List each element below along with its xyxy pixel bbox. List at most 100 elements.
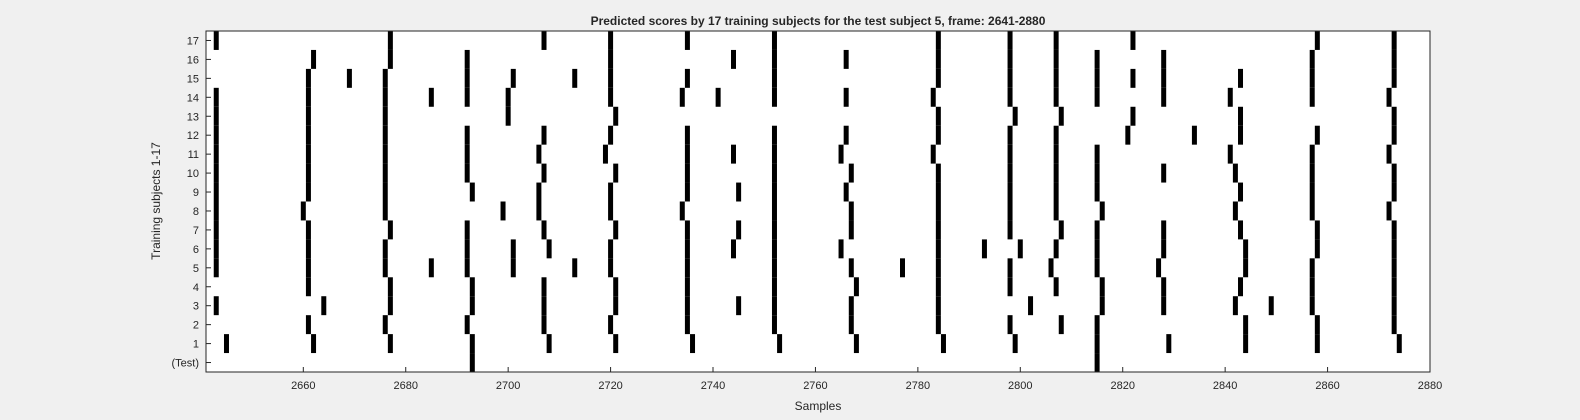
mark-row-3-5 — [613, 296, 619, 316]
mark-row-5-1 — [305, 258, 311, 278]
mark-row-6-11 — [935, 239, 941, 259]
mark-row-6-15 — [1094, 239, 1100, 259]
y-tick-label: 11 — [188, 149, 199, 161]
mark-row-7-6 — [684, 220, 690, 240]
mark-row-12-11 — [1053, 125, 1059, 145]
mark-row-4-8 — [935, 277, 941, 297]
mark-row-14-4 — [464, 87, 470, 107]
y-tick-label: 5 — [193, 263, 199, 275]
mark-row-11-15 — [1309, 144, 1315, 164]
mark-row-11-16 — [1386, 144, 1392, 164]
mark-row-8-5 — [608, 201, 614, 221]
mark-row-9-2 — [382, 182, 388, 202]
mark-row-16-6 — [843, 49, 849, 69]
mark-row-3-8 — [771, 296, 777, 316]
mark-row-9-3 — [469, 182, 475, 202]
mark-row-5-4 — [464, 258, 470, 278]
mark-row-13-7 — [1058, 106, 1064, 126]
mark-row-1-3 — [469, 334, 475, 354]
mark-row-5-10 — [848, 258, 854, 278]
mark-row-1-10 — [1012, 334, 1018, 354]
mark-row-13-0 — [213, 106, 219, 126]
y-tick-label: 8 — [193, 206, 199, 218]
mark-row-6-7 — [684, 239, 690, 259]
mark-row-14-9 — [771, 87, 777, 107]
mark-row-13-10 — [1391, 106, 1397, 126]
mark-row-1-9 — [940, 334, 946, 354]
mark-row-6-6 — [608, 239, 614, 259]
mark-row-11-3 — [464, 144, 470, 164]
y-tick-label: 3 — [193, 301, 199, 313]
mark-row-10-3 — [464, 163, 470, 183]
mark-row-5-6 — [572, 258, 578, 278]
mark-row-15-2 — [382, 68, 388, 88]
mark-row-3-7 — [736, 296, 742, 316]
mark-row-11-14 — [1227, 144, 1233, 164]
mark-row-13-3 — [505, 106, 511, 126]
plot-frame — [205, 30, 1431, 373]
mark-row-5-13 — [1007, 258, 1013, 278]
mark-row-7-0 — [213, 220, 219, 240]
mark-row-7-10 — [935, 220, 941, 240]
mark-row-10-14 — [1232, 163, 1238, 183]
mark-row-7-9 — [848, 220, 854, 240]
y-tick-label: 16 — [187, 54, 199, 66]
mark-row-1-1 — [311, 334, 317, 354]
mark-row-4-14 — [1309, 277, 1315, 297]
mark-row-10-12 — [1094, 163, 1100, 183]
mark-row-1-13 — [1243, 334, 1249, 354]
x-tick-label: 2880 — [1418, 380, 1442, 392]
mark-row-2-12 — [1243, 315, 1249, 335]
x-tick-label: 2720 — [598, 380, 622, 392]
mark-row-14-10 — [843, 87, 849, 107]
x-tick-label: 2820 — [1110, 380, 1134, 392]
mark-row-15-17 — [1391, 68, 1397, 88]
mark-row-10-9 — [935, 163, 941, 183]
mark-row-14-18 — [1386, 87, 1392, 107]
mark-row-3-3 — [469, 296, 475, 316]
mark-row-17-9 — [1130, 31, 1136, 50]
y-tick-label: 13 — [187, 111, 199, 123]
mark-row-15-15 — [1238, 68, 1244, 88]
y-tick-label: 4 — [193, 282, 199, 294]
mark-row-6-14 — [1053, 239, 1059, 259]
y-tick-label: (Test) — [172, 358, 200, 370]
mark-row-17-4 — [684, 31, 690, 50]
mark-row-10-10 — [1007, 163, 1013, 183]
mark-row-10-5 — [613, 163, 619, 183]
mark-row-12-7 — [771, 125, 777, 145]
mark-row-15-7 — [684, 68, 690, 88]
mark-row-15-16 — [1309, 68, 1315, 88]
mark-row-12-16 — [1391, 125, 1397, 145]
y-tick-label: 1 — [193, 339, 199, 351]
mark-row-4-6 — [771, 277, 777, 297]
y-axis-label: Training subjects 1-17 — [149, 142, 163, 260]
mark-row-15-5 — [572, 68, 578, 88]
mark-row-5-15 — [1094, 258, 1100, 278]
mark-row-15-10 — [1007, 68, 1013, 88]
mark-row-8-6 — [679, 201, 685, 221]
mark-row-5-17 — [1243, 258, 1249, 278]
mark-row-16-8 — [1007, 49, 1013, 69]
mark-row-15-14 — [1161, 68, 1167, 88]
mark-row-4-12 — [1161, 277, 1167, 297]
mark-row-2-8 — [935, 315, 941, 335]
mark-row-10-15 — [1309, 163, 1315, 183]
mark-row-17-3 — [608, 31, 614, 50]
mark-row-12-9 — [935, 125, 941, 145]
mark-row-11-1 — [305, 144, 311, 164]
mark-row-6-0 — [213, 239, 219, 259]
mark-row-14-11 — [930, 87, 936, 107]
mark-row-7-17 — [1391, 220, 1397, 240]
x-axis: 2660 2680 2700 2720 2740 2760 2780 2800 2820 2840… — [291, 367, 1442, 392]
x-tick-label: 2780 — [906, 380, 930, 392]
mark-row-14-16 — [1227, 87, 1233, 107]
mark-row-9-12 — [1053, 182, 1059, 202]
mark-row-16-11 — [1161, 49, 1167, 69]
mark-row-13-4 — [613, 106, 619, 126]
mark-row-1-14 — [1314, 334, 1320, 354]
mark-row-2-5 — [684, 315, 690, 335]
mark-row-8-7 — [771, 201, 777, 221]
mark-row-9-15 — [1309, 182, 1315, 202]
mark-row-3-4 — [541, 296, 547, 316]
